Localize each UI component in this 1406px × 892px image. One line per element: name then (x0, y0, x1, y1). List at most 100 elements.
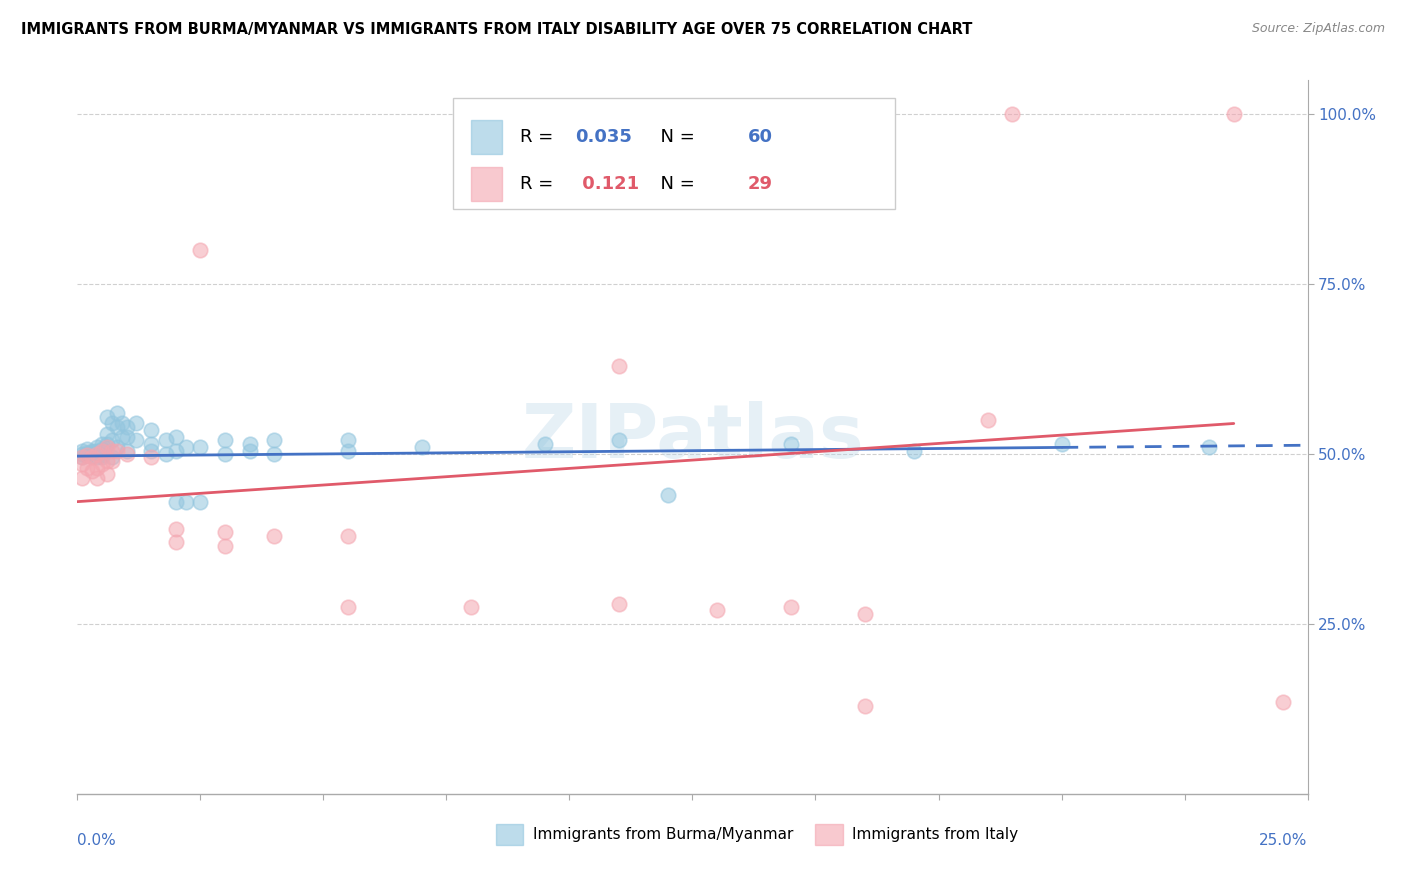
Text: ZIPatlas: ZIPatlas (522, 401, 863, 474)
Point (70, 450, 93, 465)
Point (70, 443, 93, 458)
Point (105, 406, 128, 420)
Point (607, 359, 630, 373)
Text: IMMIGRANTS FROM BURMA/MYANMAR VS IMMIGRANTS FROM ITALY DISABILITY AGE OVER 75 CO: IMMIGRANTS FROM BURMA/MYANMAR VS IMMIGRA… (21, 22, 973, 37)
Point (174, 494, 197, 508)
Point (82, 443, 104, 458)
Point (76, 449, 98, 463)
Point (115, 430, 138, 444)
Bar (471, 120, 502, 154)
Point (165, 522, 187, 536)
Text: Immigrants from Italy: Immigrants from Italy (852, 827, 1018, 842)
Point (76, 446, 98, 460)
Point (337, 599, 360, 614)
Point (657, 488, 679, 502)
Point (1198, 440, 1220, 454)
Point (1001, 107, 1024, 121)
Point (96, 437, 118, 451)
Point (115, 447, 138, 461)
Text: 0.0%: 0.0% (77, 833, 117, 848)
Point (76, 449, 98, 463)
Point (706, 603, 728, 617)
Point (82, 445, 104, 459)
Point (853, 607, 876, 621)
Point (90, 437, 114, 451)
Point (101, 417, 124, 431)
Point (86, 447, 108, 461)
Point (82, 464, 104, 478)
Point (263, 447, 285, 461)
Point (105, 443, 128, 458)
Point (141, 443, 163, 458)
Point (82, 450, 104, 465)
Point (165, 494, 187, 508)
Point (105, 440, 128, 454)
Point (214, 539, 236, 553)
Point (125, 417, 148, 431)
Point (1050, 437, 1073, 451)
Point (105, 420, 128, 434)
Bar (471, 167, 502, 201)
Point (190, 494, 212, 508)
Point (101, 434, 124, 448)
Point (70, 457, 93, 471)
Point (174, 440, 197, 454)
Point (90, 442, 114, 457)
Point (115, 420, 138, 434)
Point (101, 454, 124, 468)
Point (86, 440, 108, 454)
Point (90, 450, 114, 465)
Point (903, 443, 925, 458)
Point (263, 434, 285, 448)
Point (70, 471, 93, 485)
Text: 25.0%: 25.0% (1260, 833, 1308, 848)
Text: N =: N = (650, 175, 702, 193)
Point (76, 442, 98, 456)
Text: 0.035: 0.035 (575, 128, 633, 146)
Text: R =: R = (520, 128, 560, 146)
Point (70, 450, 93, 465)
Point (86, 444, 108, 458)
Point (239, 437, 262, 451)
Point (239, 443, 262, 458)
Point (165, 535, 187, 549)
Point (165, 443, 187, 458)
Point (190, 243, 212, 257)
Point (337, 434, 360, 448)
Point (96, 454, 118, 468)
Text: N =: N = (650, 128, 702, 146)
Point (76, 460, 98, 475)
Text: R =: R = (520, 175, 560, 193)
Point (607, 434, 630, 448)
Point (977, 413, 1000, 427)
Point (165, 430, 187, 444)
Point (96, 440, 118, 454)
Point (96, 409, 118, 424)
Point (780, 437, 803, 451)
Point (101, 450, 124, 465)
Point (86, 471, 108, 485)
Point (534, 437, 557, 451)
Point (96, 467, 118, 482)
Point (86, 450, 108, 464)
Point (96, 426, 118, 441)
Text: Immigrants from Burma/Myanmar: Immigrants from Burma/Myanmar (533, 827, 793, 842)
Point (214, 434, 236, 448)
Point (86, 460, 108, 475)
Point (263, 528, 285, 542)
Point (141, 423, 163, 437)
Point (101, 443, 124, 458)
Point (90, 449, 114, 463)
Point (411, 440, 433, 454)
Text: 29: 29 (748, 175, 773, 193)
FancyBboxPatch shape (453, 98, 896, 209)
Text: 0.121: 0.121 (575, 175, 638, 193)
Text: Source: ZipAtlas.com: Source: ZipAtlas.com (1251, 22, 1385, 36)
Point (1272, 695, 1295, 709)
Point (155, 434, 177, 448)
Point (111, 430, 132, 444)
Point (214, 447, 236, 461)
Point (190, 440, 212, 454)
Point (853, 698, 876, 713)
Point (155, 447, 177, 461)
